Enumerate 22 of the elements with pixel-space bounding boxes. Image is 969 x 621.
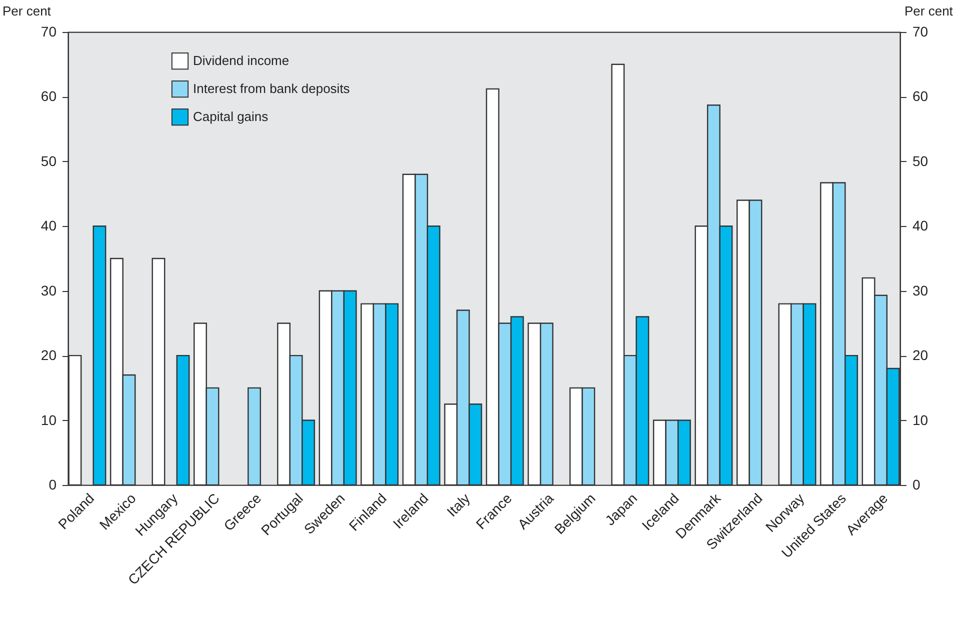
legend-label: Capital gains [193,109,269,124]
y-tick-label: 20 [40,347,57,364]
legend-label: Interest from bank deposits [193,81,350,96]
y2-axis-title: Per cent [904,4,954,18]
y2-tick-label: 40 [912,218,928,234]
y2-tick-label: 20 [912,347,928,364]
y2-tick-label: 0 [912,476,920,492]
legend-label: Dividend income [193,53,290,68]
y-tick-label: 40 [40,218,57,234]
y2-tick-label: 30 [912,282,928,298]
y-axis-title: Per cent [2,4,52,18]
y-tick-label: 70 [40,24,57,40]
y-tick-label: 0 [48,476,57,492]
y-tick-label: 30 [40,282,57,298]
y2-tick-label: 70 [912,24,928,40]
y2-tick-label: 10 [912,412,928,428]
y-tick-label: 10 [40,412,57,428]
y2-tick-label: 60 [912,88,928,104]
y-tick-label: 60 [40,88,57,104]
y-tick-label: 50 [40,152,57,169]
x-tick-label: Italy [444,490,474,520]
y2-tick-label: 50 [912,152,928,169]
